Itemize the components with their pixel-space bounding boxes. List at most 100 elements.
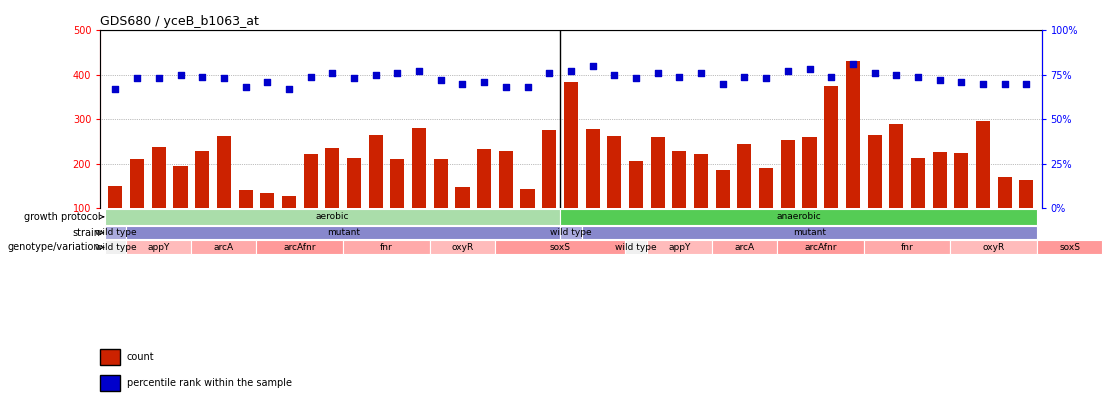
Text: soxS: soxS — [1059, 243, 1081, 252]
Point — [822, 73, 840, 80]
Bar — [647, 241, 712, 254]
Point — [930, 77, 948, 83]
Bar — [108, 186, 123, 208]
Bar — [932, 151, 947, 208]
Point — [801, 66, 819, 72]
Text: appY: appY — [668, 243, 691, 252]
Bar — [261, 193, 274, 208]
Point — [128, 75, 146, 81]
Bar — [304, 154, 317, 208]
Text: anaerobic: anaerobic — [776, 212, 821, 222]
Bar — [955, 153, 968, 208]
Bar — [824, 86, 838, 208]
Point — [974, 81, 991, 87]
Point — [194, 73, 212, 80]
Text: wild type: wild type — [550, 228, 592, 237]
Bar — [560, 226, 582, 239]
Bar — [651, 137, 665, 208]
Text: arcAfnr: arcAfnr — [804, 243, 837, 252]
Point — [952, 79, 970, 85]
Point — [909, 73, 927, 80]
Point — [714, 81, 732, 87]
Point — [150, 75, 168, 81]
Bar — [174, 166, 187, 208]
Point — [215, 75, 233, 81]
Bar — [889, 124, 903, 208]
Point — [432, 77, 450, 83]
Point — [519, 84, 537, 90]
Bar — [950, 241, 1037, 254]
Point — [236, 84, 254, 90]
Bar — [543, 130, 556, 208]
Bar — [495, 241, 625, 254]
Text: wild type: wild type — [615, 243, 657, 252]
Point — [107, 86, 125, 92]
Text: growth protocol: growth protocol — [23, 212, 104, 222]
Point — [692, 70, 710, 76]
Point — [280, 86, 297, 92]
Point — [476, 79, 494, 85]
Bar — [105, 241, 126, 254]
Bar — [911, 158, 925, 208]
Point — [410, 68, 428, 75]
Point — [453, 81, 471, 87]
Point — [671, 73, 688, 80]
Text: soxS: soxS — [549, 243, 570, 252]
Bar — [412, 128, 427, 208]
Bar — [560, 209, 1037, 225]
Bar — [586, 129, 599, 208]
Text: aerobic: aerobic — [315, 212, 349, 222]
Bar — [715, 170, 730, 208]
Point — [844, 61, 862, 67]
Bar — [712, 241, 776, 254]
Point — [605, 72, 623, 78]
Text: fnr: fnr — [901, 243, 913, 252]
Bar — [369, 135, 383, 208]
Bar — [343, 241, 430, 254]
Point — [758, 75, 775, 81]
Point — [561, 68, 579, 75]
Bar — [1037, 241, 1103, 254]
Bar — [607, 136, 622, 208]
Text: arcA: arcA — [734, 243, 754, 252]
Point — [323, 70, 341, 76]
Bar — [625, 241, 647, 254]
Bar — [846, 62, 860, 208]
Bar — [238, 190, 253, 208]
Point — [172, 72, 189, 78]
Bar — [433, 159, 448, 208]
Bar — [582, 226, 1037, 239]
Point — [497, 84, 515, 90]
Bar — [192, 241, 256, 254]
Bar — [629, 161, 643, 208]
Bar — [868, 135, 881, 208]
Point — [584, 63, 602, 69]
Bar — [456, 187, 469, 208]
Bar — [105, 226, 126, 239]
Text: arcAfnr: arcAfnr — [284, 243, 316, 252]
Bar — [520, 189, 535, 208]
Point — [779, 68, 797, 75]
Bar — [390, 159, 404, 208]
Text: genotype/variation: genotype/variation — [8, 242, 104, 252]
Point — [345, 75, 363, 81]
Text: percentile rank within the sample: percentile rank within the sample — [127, 378, 292, 388]
Bar — [477, 149, 491, 208]
Point — [389, 70, 407, 76]
Bar — [781, 140, 795, 208]
Bar — [998, 177, 1012, 208]
Text: arcA: arcA — [214, 243, 234, 252]
Bar — [776, 241, 863, 254]
Bar — [499, 151, 512, 208]
Text: wild type: wild type — [95, 243, 136, 252]
Point — [258, 79, 276, 85]
Text: count: count — [127, 352, 155, 362]
Bar — [1019, 181, 1034, 208]
Text: mutant: mutant — [793, 228, 825, 237]
Bar — [737, 144, 752, 208]
Text: strain: strain — [72, 228, 104, 238]
Point — [648, 70, 666, 76]
Bar — [346, 158, 361, 208]
Text: wild type: wild type — [95, 228, 136, 237]
Bar — [694, 154, 709, 208]
